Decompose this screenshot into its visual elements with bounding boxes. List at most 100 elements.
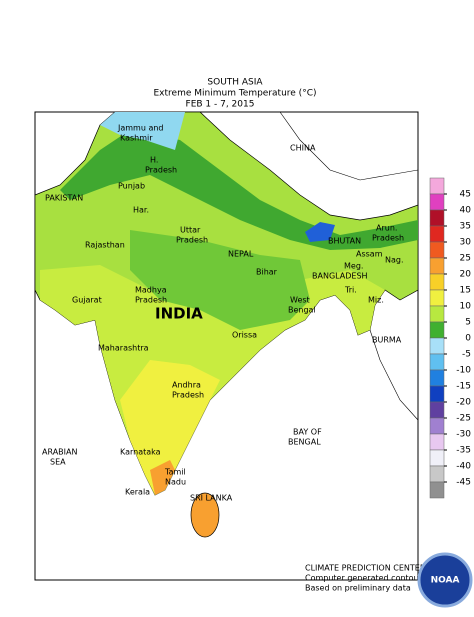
color-box xyxy=(429,209,445,227)
place: H. xyxy=(150,156,158,165)
place: Andhra xyxy=(172,381,201,390)
dates: FEB 1 - 7, 2015 xyxy=(186,100,255,110)
legend-label: -10 xyxy=(456,366,471,376)
place: BENGAL xyxy=(288,438,321,447)
color-box xyxy=(429,225,445,243)
legend-label: 10 xyxy=(460,302,472,312)
place: Kerala xyxy=(125,488,150,497)
footer: CLIMATE PREDICTION CENTER, NOAA xyxy=(305,564,454,573)
place: Gujarat xyxy=(72,296,102,305)
color-box xyxy=(429,193,445,211)
place: ARABIAN xyxy=(42,448,78,457)
place: Har. xyxy=(133,206,149,215)
color-box xyxy=(429,337,445,355)
place: Arun. xyxy=(376,224,397,233)
yellow-band xyxy=(120,360,220,495)
place: Miz. xyxy=(368,296,384,305)
place: Madhya xyxy=(135,286,167,295)
legend-label: 5 xyxy=(465,318,471,328)
place: CHINA xyxy=(290,144,316,153)
color-box xyxy=(429,177,445,195)
color-box xyxy=(429,241,445,259)
legend-label: 25 xyxy=(460,254,471,264)
border xyxy=(279,111,419,181)
legend-label: 40 xyxy=(460,206,472,216)
place: BAY OF xyxy=(293,428,322,437)
place: West xyxy=(290,296,310,305)
place: Pradesh xyxy=(135,296,167,305)
legend-label: 15 xyxy=(460,286,471,296)
place: BURMA xyxy=(372,336,402,345)
footer: Based on preliminary data xyxy=(305,584,411,593)
place: SEA xyxy=(50,458,66,467)
place: Pradesh xyxy=(372,234,404,243)
place: Uttar xyxy=(180,226,201,235)
legend-label: 45 xyxy=(460,190,471,200)
legend-label: -40 xyxy=(456,462,471,472)
legend-label: -25 xyxy=(456,414,471,424)
color-legend: 45 40 35 30 25 20 15 10 5 0 -5 -10 -15 -20 -25 -30 -35 -4… xyxy=(429,177,472,499)
title: Extreme Minimum Temperature (°C) xyxy=(154,89,317,99)
legend-label: -30 xyxy=(456,430,471,440)
place: Orissa xyxy=(232,331,257,340)
place: Bengal xyxy=(288,306,316,315)
color-box xyxy=(429,401,445,419)
place: Nag. xyxy=(385,256,404,265)
place: Pradesh xyxy=(172,391,204,400)
place: Pradesh xyxy=(176,236,208,245)
place: Karnataka xyxy=(120,448,161,457)
map xyxy=(34,111,419,538)
legend-label: 20 xyxy=(460,270,472,280)
place: Maharashtra xyxy=(98,344,149,353)
logo-text: NOAA xyxy=(431,576,460,586)
place: Rajasthan xyxy=(85,241,125,250)
color-box xyxy=(429,353,445,371)
color-box xyxy=(429,385,445,403)
place: Punjab xyxy=(118,182,145,191)
place: Jammu and xyxy=(117,124,164,133)
himalaya-blue xyxy=(100,112,185,150)
color-box xyxy=(429,449,445,467)
place: BHUTAN xyxy=(328,237,361,246)
color-box xyxy=(429,481,445,499)
place: Bihar xyxy=(256,268,278,277)
orange-band xyxy=(150,460,175,495)
color-box xyxy=(429,417,445,435)
color-box xyxy=(429,369,445,387)
place: Assam xyxy=(356,250,383,259)
place: Nadu xyxy=(165,478,186,487)
noaa-logo xyxy=(417,552,473,608)
place: Tamil xyxy=(164,468,186,477)
color-box xyxy=(429,257,445,275)
legend-label: -5 xyxy=(462,350,471,360)
color-box xyxy=(429,273,445,291)
color-box xyxy=(429,433,445,451)
sri-lanka xyxy=(190,492,220,538)
legend-label: -15 xyxy=(456,382,471,392)
region: SOUTH ASIA xyxy=(207,78,263,88)
footer: Computer generated contours xyxy=(305,574,426,583)
place: NEPAL xyxy=(228,250,254,259)
color-box xyxy=(429,465,445,483)
legend-label: 0 xyxy=(465,334,471,344)
color-box xyxy=(429,321,445,339)
cool-band xyxy=(130,230,310,330)
color-box xyxy=(429,289,445,307)
place-labels: Jammu and Kashmir H. Pradesh Punjab Har.… xyxy=(42,124,404,503)
legend-label: -20 xyxy=(456,398,471,408)
place: Tri. xyxy=(344,286,357,295)
legend-label: 30 xyxy=(460,238,472,248)
tibet-blue xyxy=(305,222,335,242)
place: Meg. xyxy=(344,262,363,271)
legend-label: 35 xyxy=(460,222,471,232)
place: INDIA xyxy=(155,305,203,323)
legend-label: -35 xyxy=(456,446,471,456)
legend-label: -45 xyxy=(456,478,471,488)
place: BANGLADESH xyxy=(312,272,368,281)
place: Kashmir xyxy=(120,134,153,143)
place: PAKISTAN xyxy=(45,194,83,203)
color-box xyxy=(429,305,445,323)
place: SRI LANKA xyxy=(190,494,233,503)
north-green xyxy=(60,130,418,250)
